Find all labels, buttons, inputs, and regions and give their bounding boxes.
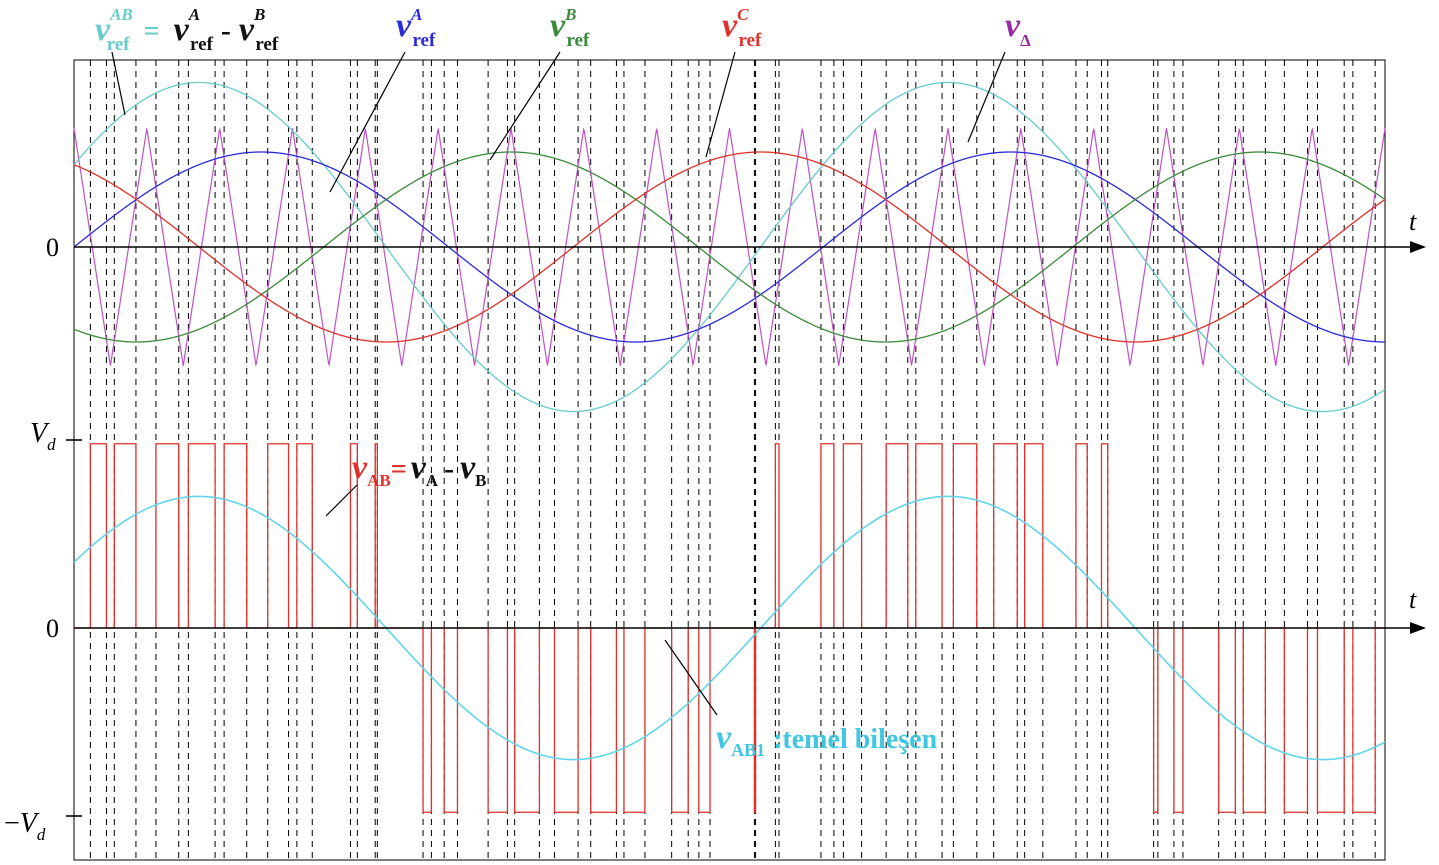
vd-tick-label: Vd (30, 418, 56, 454)
annotation-leaders (111, 51, 1006, 716)
bottom-axis-arrow (1410, 622, 1426, 634)
vab-label: v (352, 449, 368, 486)
series-vB_ref-line (73, 151, 1386, 343)
leader-vb-ref (489, 51, 561, 161)
v-delta-label: vΔ (1005, 7, 1031, 50)
bottom-axis-t-label: t (1409, 585, 1417, 614)
top-panel-series (73, 81, 1386, 413)
vb-ref-label: vB ref (550, 5, 590, 51)
series-vAB_ref-line (73, 81, 1386, 413)
leader-vc-ref (705, 51, 736, 158)
bottom-zero-label: 0 (46, 614, 59, 643)
neg-vd-tick-sub: d (37, 825, 46, 844)
leader-vab (325, 484, 358, 517)
carrier-v-delta-line (73, 127, 1386, 367)
vc-ref-label: vC ref (722, 5, 762, 51)
top-time-axis (74, 241, 1426, 253)
leader-vab1 (664, 639, 718, 716)
top-zero-label: 0 (46, 233, 59, 262)
vab-ref-label: v (95, 11, 111, 48)
vab-ref-equation: vAB ref = vA ref - vB ref (95, 5, 279, 55)
leader-vdelta (967, 51, 1006, 143)
vab-equation: vAB= vA - vB (352, 449, 487, 490)
series-vC_ref-line (73, 151, 1386, 343)
va-ref-label: vA ref (396, 5, 436, 51)
plot-frame (73, 59, 1386, 861)
series-vAB1-fundamental-line (73, 495, 1386, 761)
vab1-label: vAB1:temel bileşen (716, 719, 938, 760)
vd-tick-sub: d (47, 435, 56, 454)
top-axis-t-label: t (1409, 207, 1417, 236)
neg-vd-tick-label: −Vd (4, 808, 46, 844)
bottom-time-axis (66, 439, 1426, 817)
series-vA_ref-line (73, 151, 1385, 343)
top-axis-arrow (1410, 241, 1426, 253)
leader-va-ref (329, 51, 406, 193)
leader-vab-ref (111, 51, 126, 116)
